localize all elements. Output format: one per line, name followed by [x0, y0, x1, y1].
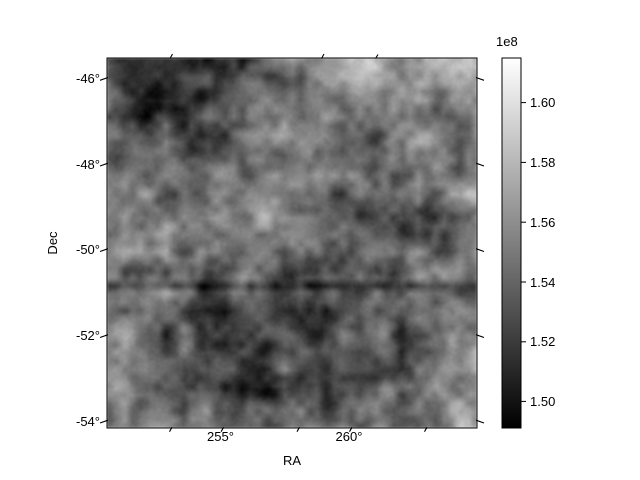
svg-text:-46°: -46°: [76, 71, 100, 86]
svg-text:1.60: 1.60: [530, 95, 555, 110]
svg-text:RA: RA: [283, 453, 301, 468]
svg-text:1.50: 1.50: [530, 394, 555, 409]
svg-text:1.52: 1.52: [530, 334, 555, 349]
svg-text:-50°: -50°: [76, 242, 100, 257]
svg-text:260°: 260°: [336, 429, 363, 444]
svg-text:1e8: 1e8: [496, 34, 518, 49]
svg-text:-54°: -54°: [76, 414, 100, 429]
svg-text:Dec: Dec: [45, 231, 60, 255]
svg-text:255°: 255°: [207, 429, 234, 444]
svg-text:1.58: 1.58: [530, 155, 555, 170]
svg-text:-48°: -48°: [76, 157, 100, 172]
svg-text:1.54: 1.54: [530, 275, 555, 290]
svg-text:1.56: 1.56: [530, 215, 555, 230]
svg-text:-52°: -52°: [76, 328, 100, 343]
